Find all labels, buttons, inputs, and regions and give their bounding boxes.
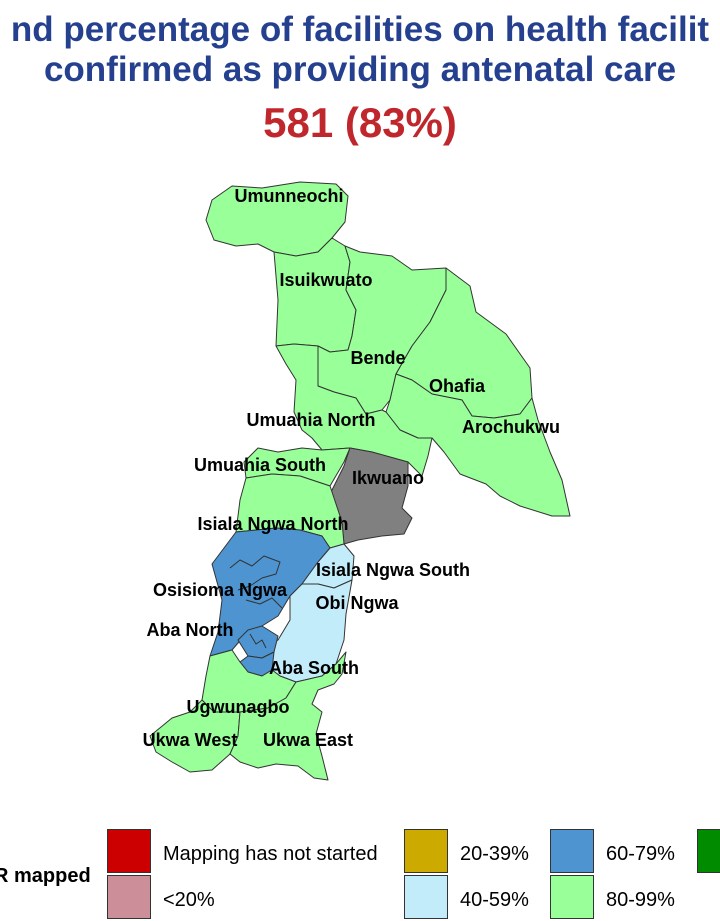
legend-label: Mapping has not started xyxy=(163,843,378,865)
map-title-line-1: nd percentage of facilities on health fa… xyxy=(10,10,710,49)
lga-isuikwuato[interactable] xyxy=(273,237,357,353)
legend-label: 20-39% xyxy=(460,843,529,865)
lga-label: Ugwunagbo xyxy=(187,697,290,717)
legend-title: R mapped xyxy=(0,865,91,887)
legend-swatch-80-99 xyxy=(550,875,594,919)
lga-label: Umuahia South xyxy=(194,455,326,475)
summary-statistic: 581 (83%) xyxy=(263,99,457,146)
lga-label: Ukwa West xyxy=(143,730,238,750)
legend-swatch-20-39 xyxy=(404,829,448,873)
legend-label: 40-59% xyxy=(460,889,529,911)
lga-label: Ukwa East xyxy=(263,730,353,750)
lga-label: Isiala Ngwa South xyxy=(316,560,470,580)
lga-label: Osisioma Ngwa xyxy=(153,580,288,600)
lga-label: Umuahia North xyxy=(246,410,375,430)
state-map: Umunneochi Isuikwuato Bende Ohafia Aroch… xyxy=(143,181,571,781)
lga-label: Aba South xyxy=(269,658,359,678)
legend-swatch-40-59 xyxy=(404,875,448,919)
legend-label: 80-99% xyxy=(606,889,675,911)
lga-umuahia-north[interactable] xyxy=(275,343,433,477)
legend-swatch-not-started xyxy=(107,829,151,873)
legend-swatch-lt20 xyxy=(107,875,151,919)
legend-swatch-100 xyxy=(697,829,720,873)
lga-labels: Umunneochi Isuikwuato Bende Ohafia Aroch… xyxy=(143,186,560,750)
map-title-line-2: confirmed as providing antenatal care xyxy=(43,50,677,89)
legend-label: 60-79% xyxy=(606,843,675,865)
legend-swatch-60-79 xyxy=(550,829,594,873)
lga-ukwa-east[interactable] xyxy=(229,651,347,781)
legend-label: <20% xyxy=(163,889,215,911)
lga-label: Obi Ngwa xyxy=(315,593,399,613)
lga-label: Isiala Ngwa North xyxy=(197,514,348,534)
lga-label: Arochukwu xyxy=(462,417,560,437)
lga-label: Aba North xyxy=(147,620,234,640)
lga-label: Ikwuano xyxy=(352,468,424,488)
lga-label: Bende xyxy=(350,348,405,368)
lga-boundary-detail xyxy=(229,555,283,649)
lga-label: Isuikwuato xyxy=(279,270,372,290)
lga-label: Ohafia xyxy=(429,376,486,396)
lga-label: Umunneochi xyxy=(234,186,343,206)
